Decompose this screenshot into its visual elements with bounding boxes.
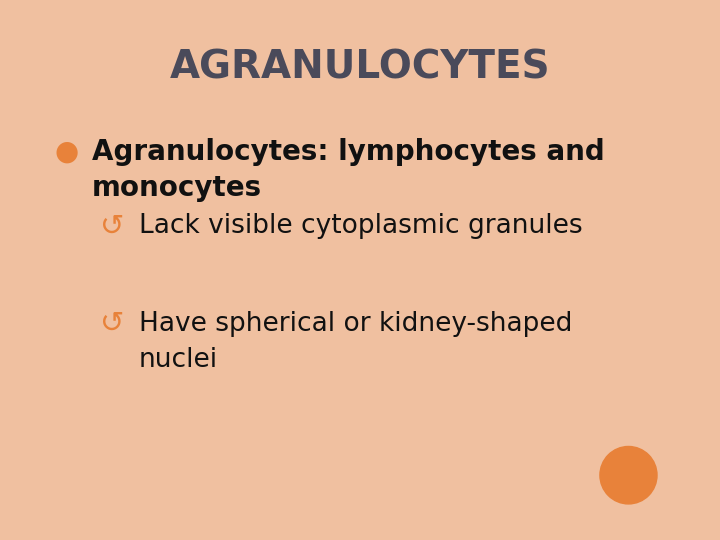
Text: ●: ● (54, 138, 78, 166)
Ellipse shape (600, 447, 657, 504)
Text: AGRANULOCYTES: AGRANULOCYTES (170, 49, 550, 86)
Text: monocytes: monocytes (91, 174, 261, 202)
Text: Lack visible cytoplasmic granules: Lack visible cytoplasmic granules (139, 213, 582, 239)
Text: ↺: ↺ (100, 212, 124, 240)
Text: Have spherical or kidney-shaped: Have spherical or kidney-shaped (139, 311, 572, 337)
Text: ↺: ↺ (100, 310, 124, 338)
Text: Agranulocytes: lymphocytes and: Agranulocytes: lymphocytes and (91, 138, 604, 166)
Text: nuclei: nuclei (139, 347, 218, 373)
